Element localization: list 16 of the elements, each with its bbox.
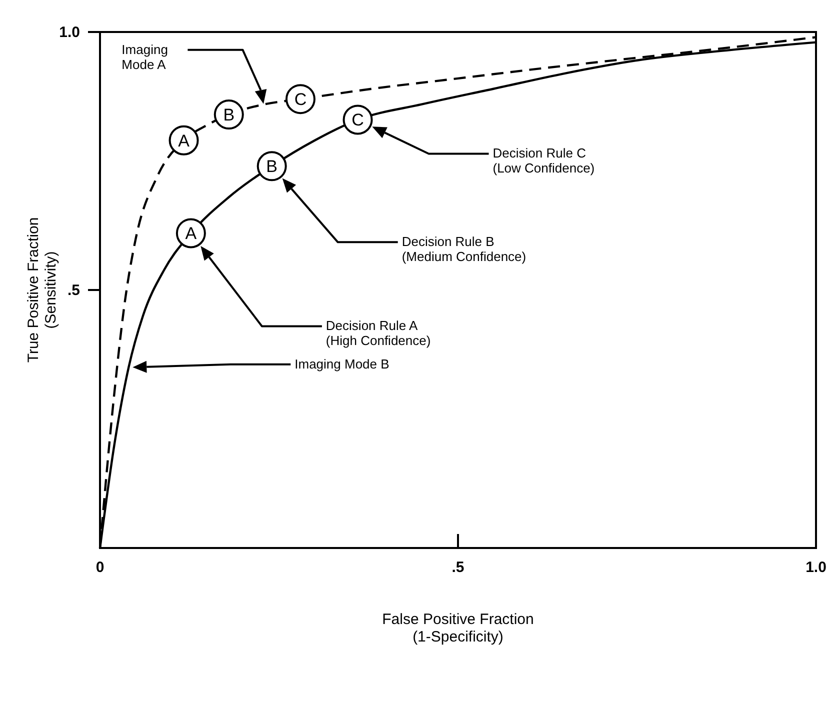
annotation: B [266,157,278,176]
annotation: A [178,131,190,150]
x-tick-label: 0 [96,559,104,576]
annotation: Decision Rule B (Medium Confidence) [402,234,526,264]
annotation: C [352,110,364,130]
annotation: Decision Rule A (High Confidence) [326,318,431,348]
annotation: A [185,224,198,244]
annotation: Imaging Mode B [294,356,390,372]
annotation: C [294,90,307,110]
annotation: B [223,106,235,125]
x-axis-title: False Positive Fraction (1-Specificity) [382,611,534,646]
y-axis-title: True Positive Fraction (Sensitivity) [25,217,60,363]
x-tick-label: .5 [452,559,464,576]
x-tick-label: 1.0 [806,559,826,576]
annotation: Decision Rule C (Low Confidence) [492,146,595,176]
annotation: Imaging Mode A [122,42,168,72]
